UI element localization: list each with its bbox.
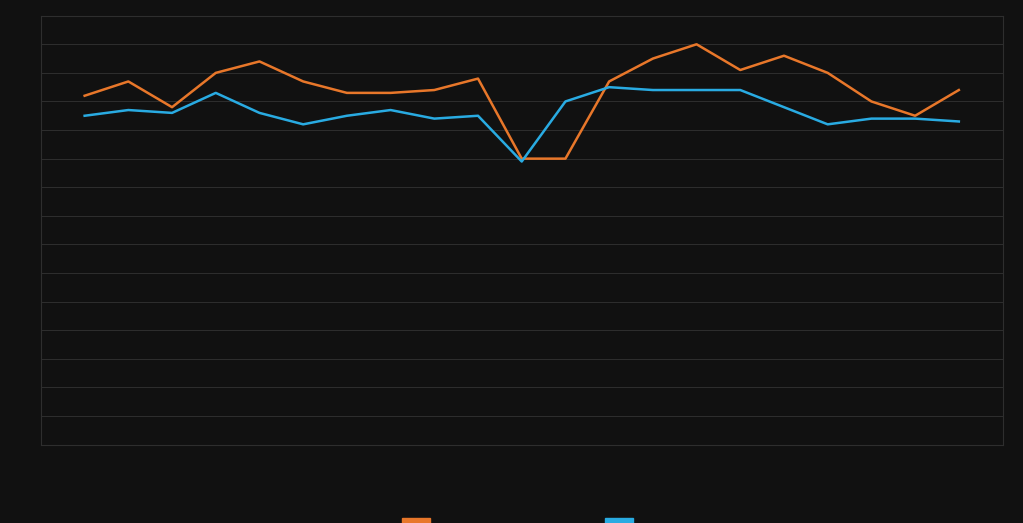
Legend: , : , <box>397 514 647 523</box>
